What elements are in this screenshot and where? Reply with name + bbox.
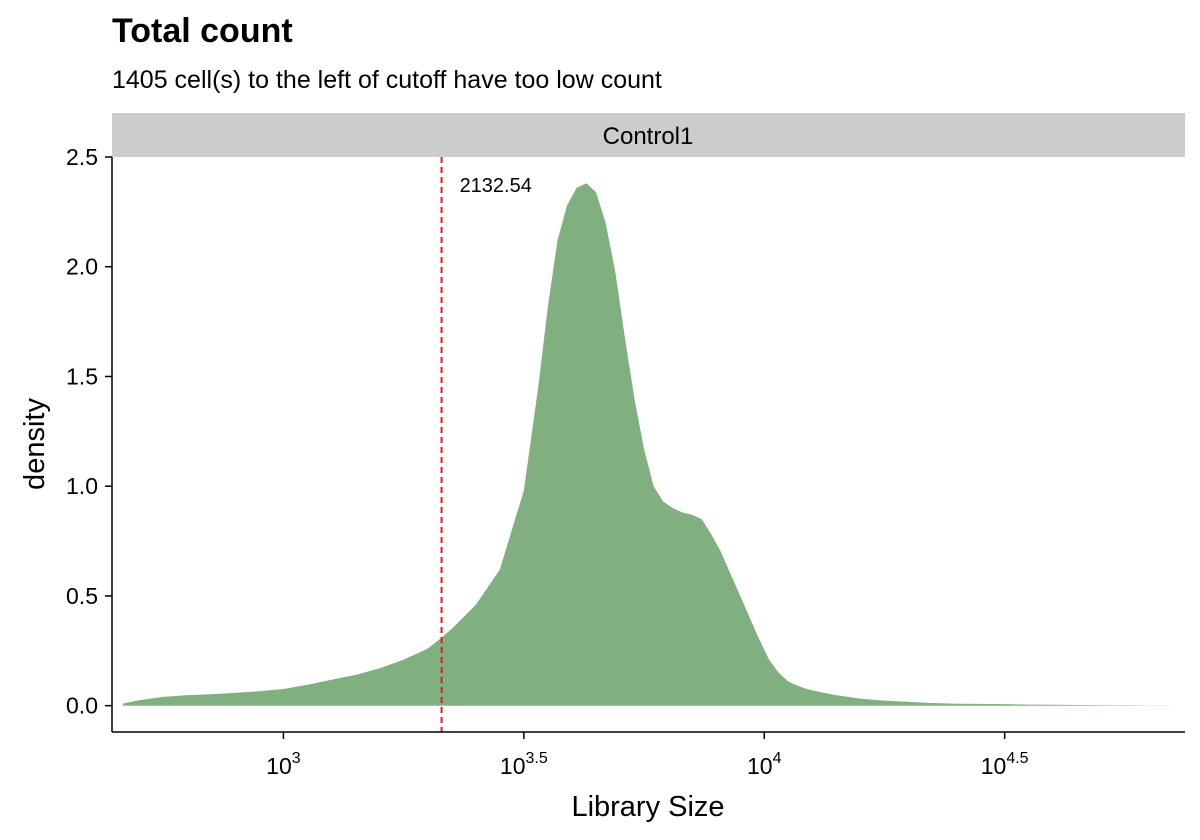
facet-strip [112,113,1185,157]
y-axis-ticks: 0.0 0.5 1.0 1.5 2.0 2.5 [66,144,112,719]
chart-title: Total count [112,12,293,50]
y-tick-label: 0.0 [66,693,98,719]
y-tick-label: 0.5 [66,583,98,609]
chart-subtitle: 1405 cell(s) to the left of cutoff have … [112,66,662,94]
y-tick-label: 2.5 [66,144,98,170]
y-tick-label: 1.0 [66,473,98,499]
y-tick-label: 1.5 [66,363,98,389]
x-tick-label: 104 [747,750,782,779]
facet-label: Control1 [603,123,694,150]
cutoff-label: 2132.54 [460,175,532,197]
x-tick-label: 104.5 [981,750,1029,779]
x-tick-label: 103 [266,750,301,779]
x-axis-title: Library Size [571,791,724,823]
x-tick-label: 103.5 [500,750,548,779]
y-tick-label: 2.0 [66,254,98,280]
x-axis-ticks: 103 103.5 104 104.5 [266,732,1029,779]
y-axis-title: density [19,398,51,490]
plot-area: 2132.54 [123,157,1174,732]
density-area [123,183,1174,706]
